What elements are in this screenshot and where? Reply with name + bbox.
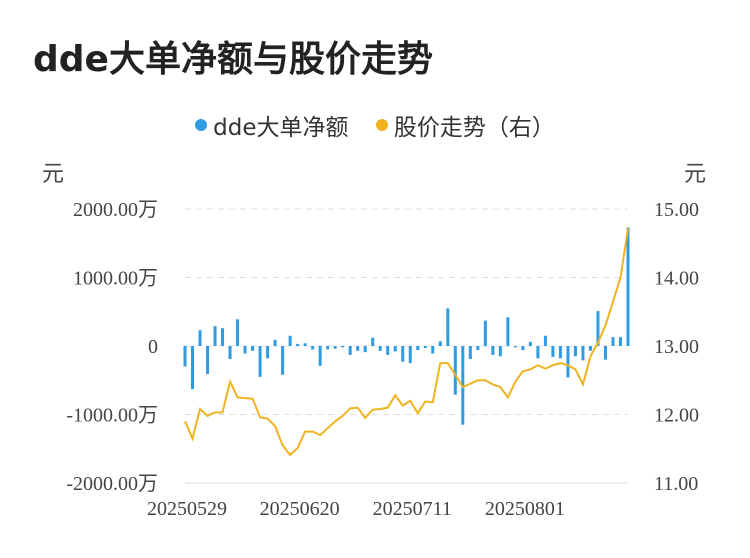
dde-bar (363, 346, 367, 353)
dde-bar (521, 346, 525, 351)
dde-bar (281, 346, 285, 375)
dde-bar (266, 346, 270, 359)
dde-bar (288, 335, 292, 346)
x-tick-label: 20250801 (485, 498, 565, 520)
legend-dot-price-icon (375, 119, 388, 131)
y-right-tick-label: 11.00 (654, 473, 698, 495)
dde-bar (356, 346, 360, 351)
axis-ticks: 2000.00万 15.00 1000.00万 14.00 0 13.00 -1000.00… (66, 199, 699, 520)
dde-bar (341, 346, 345, 348)
dde-bar (438, 341, 442, 346)
legend-label-dde: dde大单净额 (213, 115, 349, 141)
dde-bar (213, 326, 217, 346)
dde-bar (333, 346, 337, 349)
dde-bar (416, 346, 420, 351)
dde-bar (618, 337, 622, 346)
dde-bar (596, 311, 600, 346)
right-axis-unit: 元 (684, 162, 707, 187)
dde-bar (491, 346, 495, 355)
dde-bar (483, 320, 487, 346)
dde-bar (566, 346, 570, 378)
dde-bar (198, 330, 202, 346)
y-left-tick-label: -1000.00万 (66, 405, 158, 427)
dde-bar (603, 346, 607, 360)
left-axis-unit: 元 (42, 162, 65, 187)
chart-title: dde大单净额与股价走势 (33, 39, 433, 80)
dde-bar (221, 328, 225, 346)
dde-bar (243, 346, 247, 354)
dde-bar (393, 346, 397, 352)
dde-bar (431, 346, 435, 354)
legend-item-price[interactable]: 股价走势（右） (375, 108, 555, 142)
dde-bar (536, 346, 540, 359)
dde-bar (476, 346, 480, 351)
dde-bar (401, 346, 405, 362)
dde-bar (573, 346, 577, 357)
dde-bar (423, 346, 427, 349)
y-left-tick-label: 0 (148, 336, 158, 358)
dde-bar (581, 346, 585, 361)
y-right-tick-label: 15.00 (654, 199, 699, 221)
legend: dde大单净额 股价走势（右） (0, 108, 750, 142)
dde-bar (386, 346, 390, 355)
legend-label-price: 股价走势（右） (393, 115, 555, 141)
dde-bar (408, 346, 412, 364)
grid-lines (185, 208, 628, 484)
dde-bar (183, 346, 187, 367)
dde-bar (446, 308, 450, 346)
y-right-tick-label: 12.00 (654, 405, 699, 427)
dde-bar (318, 346, 322, 366)
x-tick-label: 20250529 (147, 498, 227, 520)
dde-bar (303, 343, 307, 346)
dde-bar (258, 346, 262, 377)
dde-bar (551, 346, 555, 357)
dde-bar (236, 319, 240, 346)
dde-bar (543, 335, 547, 346)
legend-dot-dde-icon (195, 119, 208, 131)
y-right-tick-label: 14.00 (654, 268, 699, 290)
dde-bar (558, 346, 562, 359)
dde-bar (348, 346, 352, 355)
dde-bar (528, 341, 532, 346)
bar-series-dde (183, 227, 630, 425)
dde-bar (191, 346, 195, 390)
legend-item-dde[interactable]: dde大单净额 (195, 108, 349, 142)
dde-bar (626, 227, 630, 346)
dde-bar (513, 346, 517, 348)
x-tick-label: 20250620 (260, 498, 340, 520)
y-left-tick-label: 1000.00万 (73, 268, 158, 290)
dde-bar (311, 346, 315, 350)
y-right-tick-label: 13.00 (654, 336, 699, 358)
dde-bar (251, 346, 255, 351)
y-left-tick-label: 2000.00万 (73, 199, 158, 221)
x-tick-label: 20250711 (373, 498, 452, 520)
dde-bar (506, 317, 510, 346)
dde-bar (371, 337, 375, 346)
dde-bar (468, 346, 472, 360)
dde-bar (206, 346, 210, 375)
y-left-tick-label: -2000.00万 (66, 473, 158, 495)
dde-bar (588, 346, 592, 351)
dde-bar (378, 346, 382, 351)
dde-bar (228, 346, 232, 360)
dde-bar (326, 346, 330, 350)
dde-bar (273, 339, 277, 346)
dde-bar (611, 337, 615, 346)
dde-bar (453, 346, 457, 395)
line-series-price (184, 228, 629, 457)
dde-bar (498, 346, 502, 357)
dde-bar (296, 343, 300, 346)
